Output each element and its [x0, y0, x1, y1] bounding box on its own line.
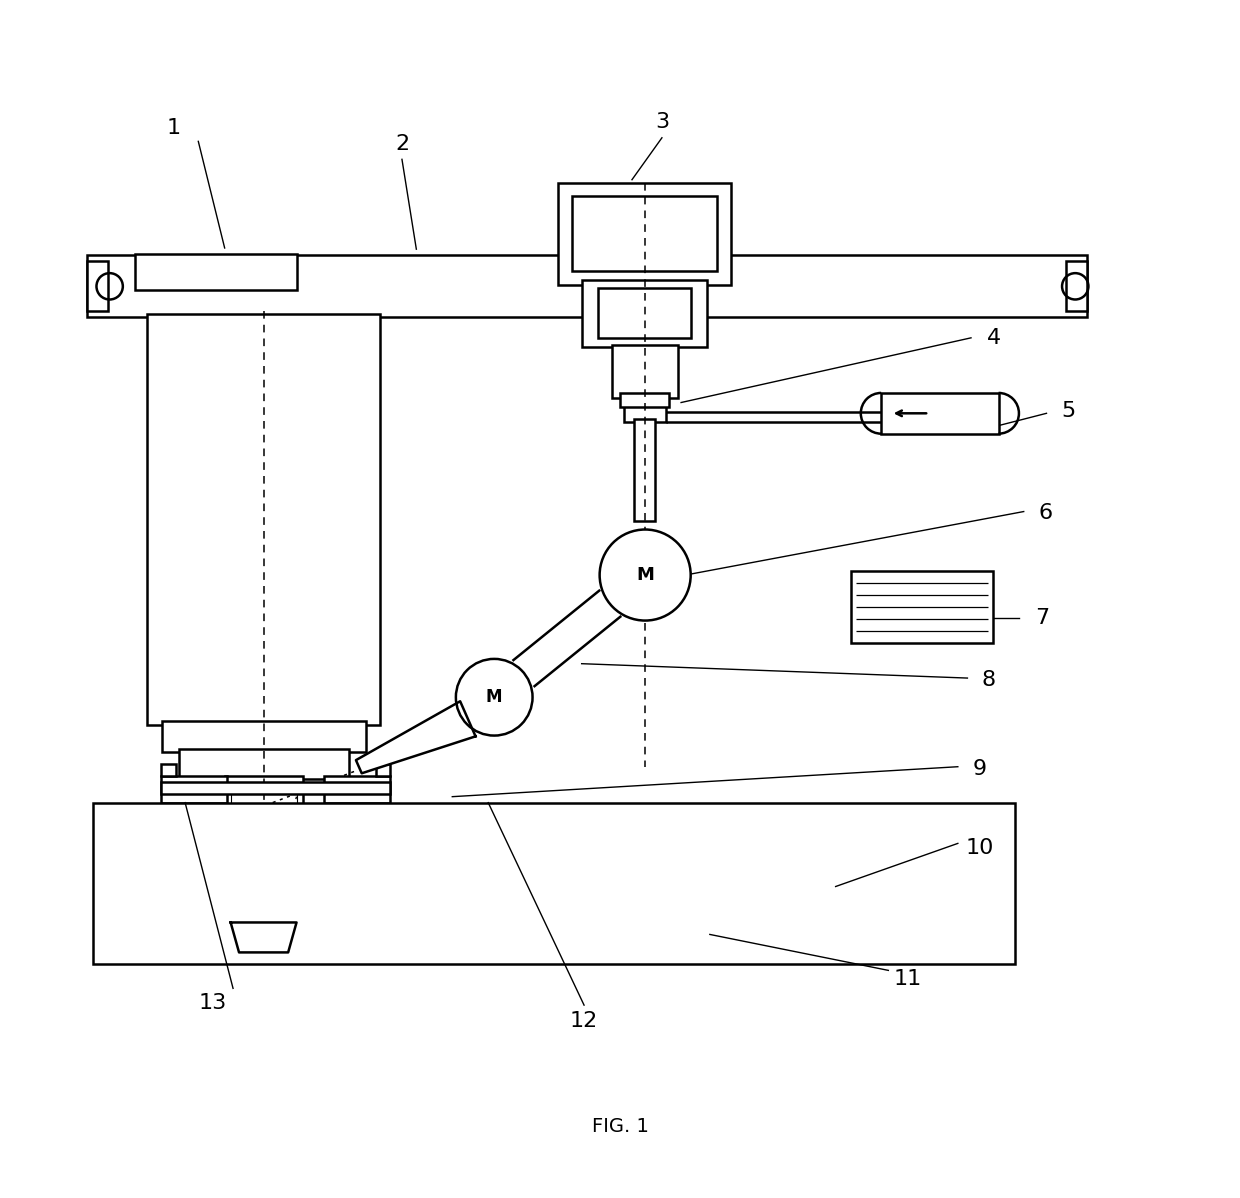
FancyBboxPatch shape	[599, 288, 691, 338]
FancyBboxPatch shape	[87, 255, 1087, 317]
Polygon shape	[356, 701, 476, 773]
FancyBboxPatch shape	[146, 314, 381, 725]
FancyBboxPatch shape	[882, 393, 998, 434]
FancyBboxPatch shape	[161, 776, 227, 803]
Text: 4: 4	[987, 328, 1001, 347]
Text: 3: 3	[655, 113, 670, 132]
Text: 8: 8	[982, 671, 996, 690]
FancyBboxPatch shape	[1065, 261, 1087, 311]
Polygon shape	[231, 922, 296, 952]
FancyBboxPatch shape	[624, 395, 666, 422]
FancyBboxPatch shape	[582, 280, 708, 347]
FancyBboxPatch shape	[376, 764, 391, 776]
Circle shape	[600, 530, 691, 621]
Polygon shape	[513, 591, 620, 686]
Text: 7: 7	[1034, 609, 1049, 628]
Text: 2: 2	[394, 134, 409, 153]
Text: 10: 10	[965, 839, 993, 858]
Text: 11: 11	[893, 969, 921, 988]
Text: 5: 5	[1061, 401, 1075, 420]
Text: 1: 1	[166, 119, 180, 138]
FancyBboxPatch shape	[162, 721, 366, 752]
Text: 9: 9	[972, 760, 987, 779]
FancyBboxPatch shape	[161, 764, 176, 776]
FancyBboxPatch shape	[572, 196, 717, 271]
FancyBboxPatch shape	[161, 782, 391, 794]
FancyBboxPatch shape	[93, 803, 1016, 964]
Text: M: M	[486, 688, 502, 707]
FancyBboxPatch shape	[611, 345, 677, 398]
FancyBboxPatch shape	[558, 183, 732, 285]
FancyBboxPatch shape	[324, 776, 391, 803]
FancyBboxPatch shape	[87, 261, 108, 311]
Text: FIG. 1: FIG. 1	[591, 1117, 649, 1136]
Text: 6: 6	[1038, 503, 1053, 522]
Text: 12: 12	[570, 1011, 598, 1030]
FancyBboxPatch shape	[179, 749, 350, 779]
Text: M: M	[636, 565, 653, 585]
FancyBboxPatch shape	[851, 571, 992, 643]
FancyBboxPatch shape	[620, 393, 670, 407]
FancyBboxPatch shape	[635, 419, 655, 521]
Text: 13: 13	[198, 993, 227, 1012]
Circle shape	[456, 659, 532, 736]
FancyBboxPatch shape	[135, 254, 296, 290]
FancyBboxPatch shape	[224, 776, 303, 922]
